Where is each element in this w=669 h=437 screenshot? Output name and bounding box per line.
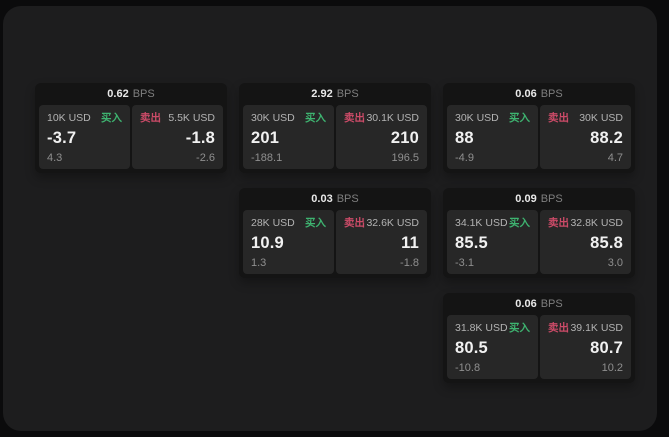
tile-row: 28K USD 买入 10.9 1.3 卖出 32.6K USD 11 -1.8 <box>243 210 427 274</box>
card-header: 2.92 BPS <box>243 83 427 105</box>
sell-amount: 5.5K USD <box>168 112 215 124</box>
buy-tile[interactable]: 10K USD 买入 -3.7 4.3 <box>39 105 130 169</box>
sell-delta: 196.5 <box>391 152 419 164</box>
sell-price: 88.2 <box>590 129 623 147</box>
sell-delta: 3.0 <box>607 257 623 269</box>
bps-value: 0.06 <box>515 298 537 310</box>
sell-side-label: 卖出 <box>140 112 161 124</box>
bps-unit-label: BPS <box>540 88 563 100</box>
buy-delta: 1.3 <box>251 257 267 269</box>
card-header: 0.62 BPS <box>39 83 223 105</box>
buy-amount: 28K USD <box>251 217 295 229</box>
sell-amount: 32.6K USD <box>366 217 419 229</box>
sell-tile[interactable]: 卖出 32.6K USD 11 -1.8 <box>336 210 427 274</box>
bps-unit-label: BPS <box>132 88 155 100</box>
buy-amount: 30K USD <box>251 112 295 124</box>
sell-delta: 10.2 <box>601 362 623 374</box>
sell-side-label: 卖出 <box>548 322 569 334</box>
quote-card-6: 0.06 BPS 31.8K USD 买入 80.5 -10.8 卖出 39.1… <box>443 293 635 383</box>
buy-delta: -4.9 <box>455 152 474 164</box>
sell-price: 85.8 <box>590 234 623 252</box>
tile-row: 10K USD 买入 -3.7 4.3 卖出 5.5K USD -1.8 -2.… <box>39 105 223 169</box>
sell-delta: 4.7 <box>607 152 623 164</box>
sell-amount: 30.1K USD <box>366 112 419 124</box>
buy-delta: -188.1 <box>251 152 283 164</box>
sell-amount: 32.8K USD <box>570 217 623 229</box>
buy-price: 201 <box>251 129 280 147</box>
sell-tile[interactable]: 卖出 5.5K USD -1.8 -2.6 <box>132 105 223 169</box>
buy-side-label: 买入 <box>101 112 122 124</box>
tile-row: 30K USD 买入 201 -188.1 卖出 30.1K USD 210 1… <box>243 105 427 169</box>
card-header: 0.03 BPS <box>243 188 427 210</box>
sell-side-label: 卖出 <box>548 217 569 229</box>
sell-tile[interactable]: 卖出 39.1K USD 80.7 10.2 <box>540 315 631 379</box>
buy-price: 85.5 <box>455 234 488 252</box>
sell-side-label: 卖出 <box>344 217 365 229</box>
buy-price: -3.7 <box>47 129 77 147</box>
sell-tile[interactable]: 卖出 32.8K USD 85.8 3.0 <box>540 210 631 274</box>
card-header: 0.06 BPS <box>447 83 631 105</box>
tile-row: 30K USD 买入 88 -4.9 卖出 30K USD 88.2 4.7 <box>447 105 631 169</box>
card-header: 0.06 BPS <box>447 293 631 315</box>
sell-delta: -1.8 <box>400 257 419 269</box>
buy-side-label: 买入 <box>509 217 530 229</box>
bps-value: 2.92 <box>311 88 333 100</box>
bps-value: 0.06 <box>515 88 537 100</box>
buy-side-label: 买入 <box>509 322 530 334</box>
buy-tile[interactable]: 30K USD 买入 201 -188.1 <box>243 105 334 169</box>
sell-tile[interactable]: 卖出 30.1K USD 210 196.5 <box>336 105 427 169</box>
buy-side-label: 买入 <box>305 217 326 229</box>
sell-delta: -2.6 <box>196 152 215 164</box>
tile-row: 34.1K USD 买入 85.5 -3.1 卖出 32.8K USD 85.8… <box>447 210 631 274</box>
bps-value: 0.03 <box>311 193 333 205</box>
quote-card-2: 2.92 BPS 30K USD 买入 201 -188.1 卖出 30.1K … <box>239 83 431 173</box>
bps-unit-label: BPS <box>540 298 563 310</box>
buy-price: 88 <box>455 129 474 147</box>
app-window: 0.62 BPS 10K USD 买入 -3.7 4.3 卖出 5.5K USD… <box>3 6 657 431</box>
buy-amount: 31.8K USD <box>455 322 508 334</box>
buy-tile[interactable]: 31.8K USD 买入 80.5 -10.8 <box>447 315 538 379</box>
bps-value: 0.62 <box>107 88 129 100</box>
bps-unit-label: BPS <box>336 88 359 100</box>
buy-price: 10.9 <box>251 234 284 252</box>
buy-tile[interactable]: 28K USD 买入 10.9 1.3 <box>243 210 334 274</box>
sell-amount: 30K USD <box>579 112 623 124</box>
buy-amount: 34.1K USD <box>455 217 508 229</box>
buy-amount: 10K USD <box>47 112 91 124</box>
buy-delta: 4.3 <box>47 152 63 164</box>
quote-card-4: 0.03 BPS 28K USD 买入 10.9 1.3 卖出 32.6K US… <box>239 188 431 278</box>
quote-card-1: 0.62 BPS 10K USD 买入 -3.7 4.3 卖出 5.5K USD… <box>35 83 227 173</box>
sell-price: -1.8 <box>185 129 215 147</box>
buy-price: 80.5 <box>455 339 488 357</box>
buy-side-label: 买入 <box>305 112 326 124</box>
sell-price: 80.7 <box>590 339 623 357</box>
sell-price: 210 <box>390 129 419 147</box>
bps-unit-label: BPS <box>540 193 563 205</box>
sell-side-label: 卖出 <box>548 112 569 124</box>
buy-delta: -3.1 <box>455 257 474 269</box>
sell-price: 11 <box>401 234 419 252</box>
quote-card-5: 0.09 BPS 34.1K USD 买入 85.5 -3.1 卖出 32.8K… <box>443 188 635 278</box>
sell-tile[interactable]: 卖出 30K USD 88.2 4.7 <box>540 105 631 169</box>
buy-tile[interactable]: 34.1K USD 买入 85.5 -3.1 <box>447 210 538 274</box>
bps-value: 0.09 <box>515 193 537 205</box>
quote-card-3: 0.06 BPS 30K USD 买入 88 -4.9 卖出 30K USD 8… <box>443 83 635 173</box>
buy-side-label: 买入 <box>509 112 530 124</box>
sell-amount: 39.1K USD <box>570 322 623 334</box>
buy-delta: -10.8 <box>455 362 481 374</box>
card-header: 0.09 BPS <box>447 188 631 210</box>
buy-amount: 30K USD <box>455 112 499 124</box>
sell-side-label: 卖出 <box>344 112 365 124</box>
tile-row: 31.8K USD 买入 80.5 -10.8 卖出 39.1K USD 80.… <box>447 315 631 379</box>
bps-unit-label: BPS <box>336 193 359 205</box>
buy-tile[interactable]: 30K USD 买入 88 -4.9 <box>447 105 538 169</box>
